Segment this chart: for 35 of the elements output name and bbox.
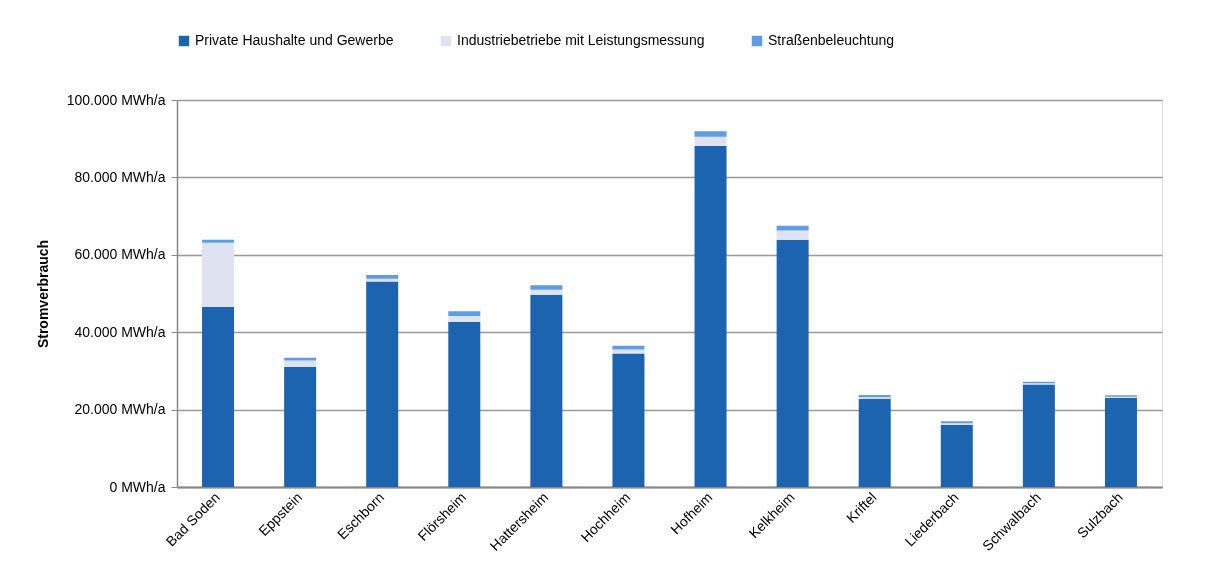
bar	[448, 315, 481, 322]
bar	[858, 398, 891, 487]
bar	[202, 239, 235, 243]
bar	[694, 131, 727, 137]
bar	[612, 345, 645, 350]
bar	[448, 321, 481, 487]
y-tick-label: 80.000 MWh/a	[74, 168, 166, 185]
bar	[530, 289, 563, 295]
bar	[284, 360, 317, 368]
y-tick-label: 40.000 MWh/a	[74, 323, 166, 340]
bar	[202, 307, 235, 487]
bar	[530, 294, 563, 487]
y-tick-label: 0 MWh/a	[109, 478, 166, 495]
bar	[776, 239, 809, 487]
y-tick-label: 100.000 MWh/a	[66, 91, 166, 108]
bar	[366, 278, 399, 282]
bar	[612, 353, 645, 487]
bar	[366, 274, 399, 279]
y-tick-label: 60.000 MWh/a	[74, 246, 166, 263]
bar	[940, 425, 973, 487]
bar	[202, 242, 235, 308]
bar	[694, 136, 727, 147]
bar	[366, 281, 399, 487]
y-axis-title: Stromverbrauch	[34, 239, 51, 349]
legend-label: Straßenbeleuchtung	[768, 32, 895, 48]
y-tick-label: 20.000 MWh/a	[74, 401, 166, 418]
bar	[530, 285, 563, 290]
bar	[1022, 384, 1055, 487]
bar	[284, 367, 317, 487]
bar	[1104, 397, 1137, 487]
legend-label: Private Haushalte und Gewerbe	[195, 32, 394, 48]
legend-label: Industriebetriebe mit Leistungsmessung	[457, 32, 705, 48]
bar	[694, 146, 727, 487]
bar	[448, 311, 481, 316]
bar	[776, 230, 809, 240]
